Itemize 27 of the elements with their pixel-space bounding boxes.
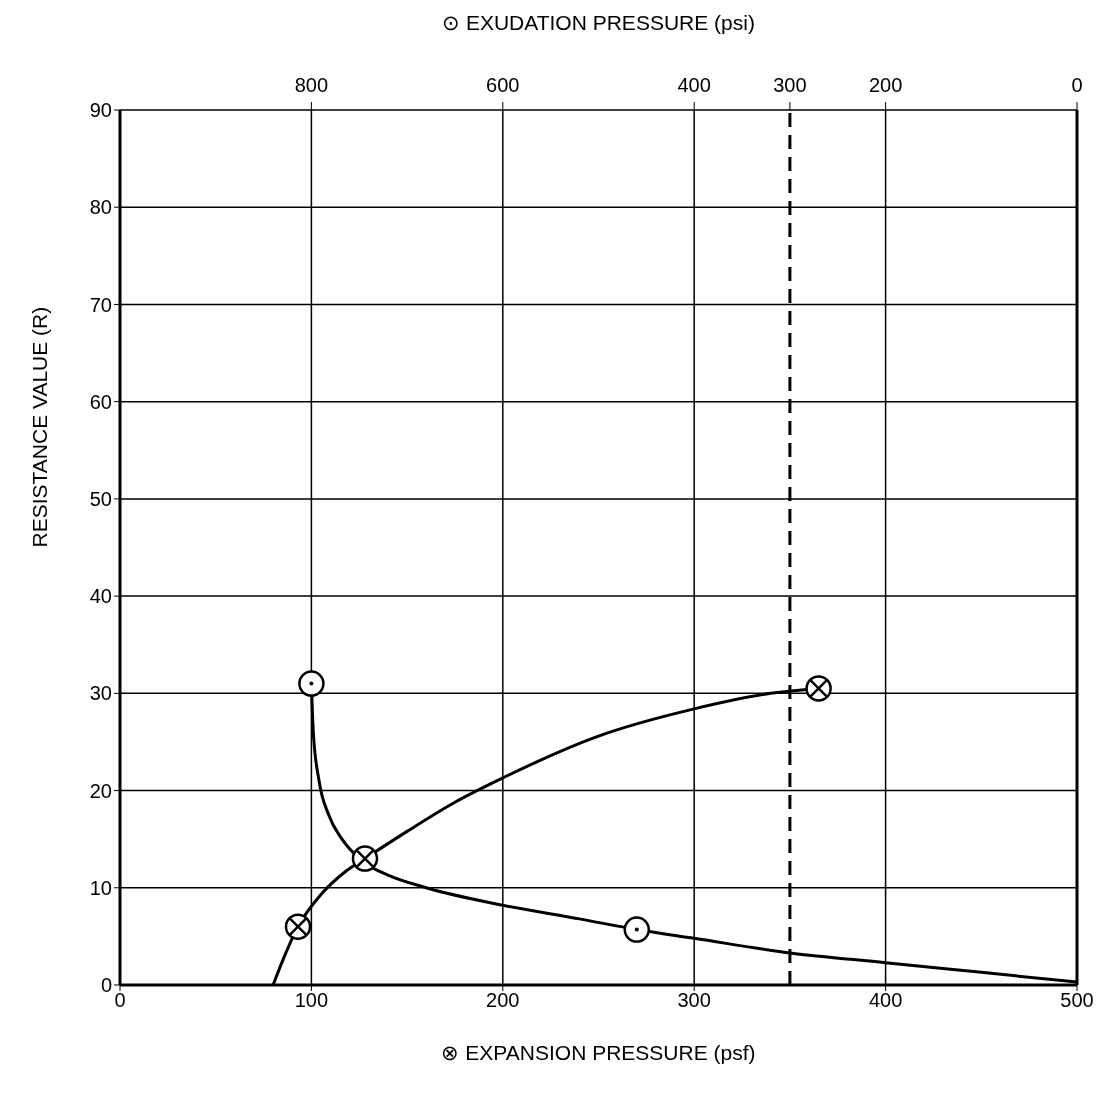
y-tick-label: 70 [89, 293, 112, 316]
y-tick-label: 10 [89, 876, 112, 899]
y-tick-label: 0 [100, 974, 112, 997]
point [623, 916, 651, 943]
x-axis-title: ⊗ EXPANSION PRESSURE (psf) [441, 1041, 756, 1064]
y-tick-label: 30 [89, 682, 112, 705]
x2-tick-label: 0 [1071, 74, 1083, 96]
y-tick-label: 20 [89, 779, 112, 802]
x2-tick-label: 800 [294, 74, 329, 96]
y-tick-label: 60 [89, 390, 112, 413]
x-tick-label: 300 [677, 989, 711, 1012]
y-tick-label: 40 [89, 585, 112, 608]
x-tick-label: 0 [114, 989, 126, 1012]
y-tick-label: 50 [89, 487, 112, 510]
x2-tick-label: 300 [773, 74, 807, 96]
x-tick-label: 200 [486, 989, 520, 1012]
y-tick-label: 80 [89, 196, 112, 219]
x2-tick-label: 200 [868, 74, 903, 96]
y-tick-label: 90 [89, 99, 112, 122]
y-axis-title: RESISTANCE VALUE (R) [28, 306, 52, 548]
x2-tick-label: 400 [677, 74, 711, 96]
x2-axis-title: ⊙ EXUDATION PRESSURE (psi) [442, 11, 755, 34]
x-tick-label: 400 [868, 989, 903, 1012]
x-tick-label: 500 [1060, 989, 1094, 1012]
x2-tick-label: 600 [486, 74, 520, 96]
x-tick-label: 100 [294, 989, 329, 1012]
point [298, 670, 325, 697]
